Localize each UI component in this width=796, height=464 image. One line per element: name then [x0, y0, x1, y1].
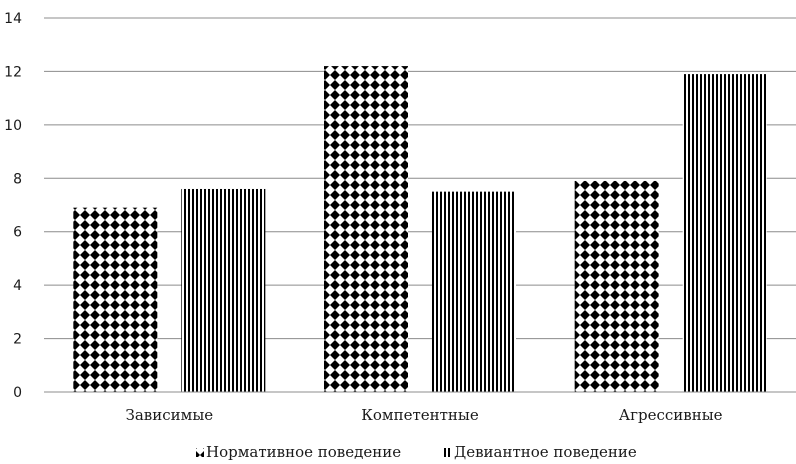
- x-category-label: Зависимые: [126, 406, 214, 424]
- legend-label-normative: Нормативное поведение: [206, 443, 401, 461]
- bar-deviant-2: [682, 74, 767, 392]
- bar-deviant-1: [432, 191, 516, 392]
- y-tick-label: 2: [13, 332, 22, 348]
- y-tick-label: 4: [13, 278, 22, 294]
- gridlines: [44, 17, 796, 340]
- bar-normative-2: [574, 180, 659, 392]
- legend-swatch-deviant: [444, 448, 452, 457]
- legend-swatch-normative: [196, 448, 204, 457]
- x-category-label: Компетентные: [361, 406, 479, 424]
- bar-normative-0: [73, 207, 158, 392]
- bars: [73, 66, 767, 392]
- x-category-label: Агрессивные: [619, 406, 723, 424]
- y-tick-label: 0: [13, 385, 22, 401]
- x-axis-categories: Зависимые Компетентные Агрессивные: [126, 406, 723, 424]
- y-tick-label: 6: [13, 225, 22, 241]
- legend-label-deviant: Девиантное поведение: [454, 443, 637, 461]
- y-tick-label: 14: [4, 11, 22, 27]
- bar-normative-1: [324, 66, 408, 392]
- y-tick-label: 10: [4, 118, 22, 134]
- y-tick-label: 8: [13, 171, 22, 187]
- legend: Нормативное поведение Девиантное поведени…: [196, 443, 637, 461]
- y-tick-label: 12: [4, 64, 22, 80]
- bar-deviant-0: [181, 188, 266, 392]
- y-axis-ticks: 0 2 4 6 8 10 12 14: [4, 11, 22, 401]
